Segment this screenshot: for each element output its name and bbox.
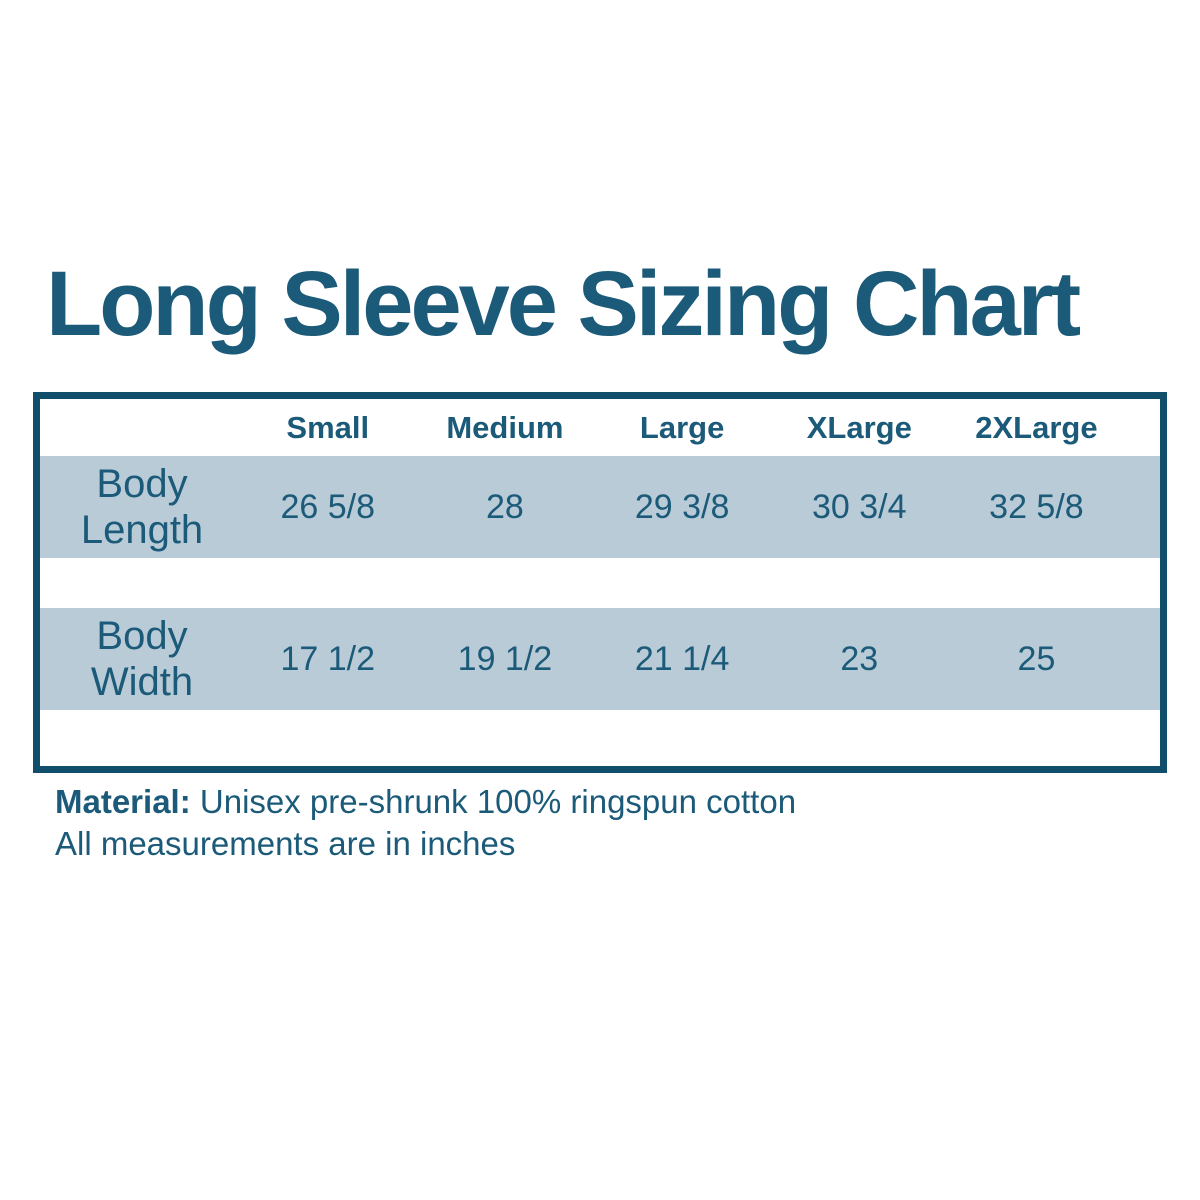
spacer-row [40, 710, 1160, 766]
body-length-large: 29 3/8 [634, 487, 730, 526]
body-width-xlarge: 23 [840, 639, 879, 678]
body-width-small: 17 1/2 [280, 639, 376, 678]
footer: Material: Unisex pre-shrunk 100% ringspu… [55, 781, 796, 864]
table-row-body-length: Body Length 26 5/8 28 29 3/8 30 3/4 32 5… [40, 456, 1160, 558]
body-width-medium: 19 1/2 [457, 639, 553, 678]
row-label-cell: Body Width [40, 613, 239, 705]
material-label: Material: [55, 783, 191, 820]
column-header-2xlarge: 2XLarge [975, 409, 1098, 445]
spacer-row [40, 558, 1160, 608]
body-length-xlarge: 30 3/4 [812, 487, 907, 526]
sizing-table: Small Medium Large XLarge 2XLarge Body L… [33, 392, 1167, 773]
body-width-large: 21 1/4 [634, 639, 730, 678]
table-header-row: Small Medium Large XLarge 2XLarge [40, 399, 1160, 456]
column-header-xlarge: XLarge [806, 409, 912, 445]
material-line: Material: Unisex pre-shrunk 100% ringspu… [55, 781, 796, 823]
body-length-2xlarge: 32 5/8 [989, 487, 1084, 526]
table-row-body-width: Body Width 17 1/2 19 1/2 21 1/4 23 25 [40, 608, 1160, 710]
page-title: Long Sleeve Sizing Chart [46, 253, 1081, 355]
material-value: Unisex pre-shrunk 100% ringspun cotton [199, 783, 797, 820]
body-length-medium: 28 [486, 487, 524, 526]
row-label-body-length: Body Length [80, 462, 204, 552]
body-width-2xlarge: 25 [1017, 639, 1056, 678]
row-label-cell: Body Length [40, 461, 239, 553]
column-header-large: Large [639, 409, 725, 445]
measurements-note: All measurements are in inches [55, 824, 516, 862]
body-length-small: 26 5/8 [280, 487, 376, 526]
column-header-medium: Medium [446, 409, 564, 445]
column-header-small: Small [286, 409, 370, 445]
row-label-body-width: Body Width [90, 614, 194, 704]
